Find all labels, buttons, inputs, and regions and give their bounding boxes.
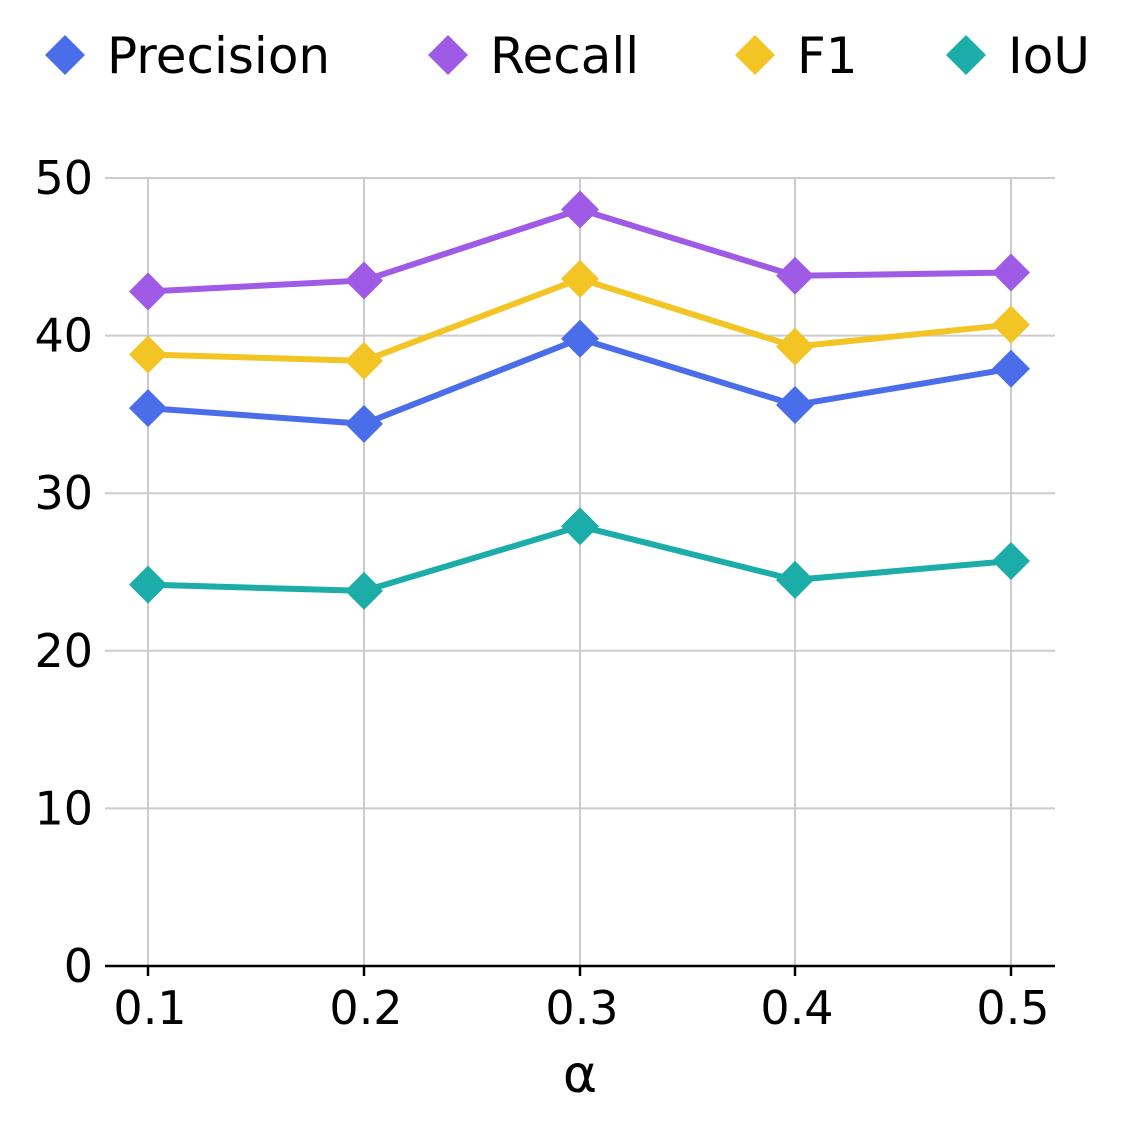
x-axis-ticks: 0.1 0.2 0.3 0.4 0.5	[113, 966, 1050, 1035]
legend-marker	[735, 35, 775, 75]
series-precision	[129, 319, 1030, 443]
data-point-marker	[129, 272, 167, 311]
legend-label: IoU	[1008, 27, 1090, 85]
x-tick-label: 0.4	[760, 981, 833, 1035]
data-point-marker	[992, 541, 1030, 580]
x-axis-label: α	[563, 1045, 597, 1105]
x-tick-label: 0.2	[329, 981, 402, 1035]
data-point-marker	[345, 341, 383, 380]
data-point-marker	[992, 253, 1030, 292]
legend-marker	[946, 35, 986, 75]
legend-label: Precision	[107, 27, 330, 85]
data-point-marker	[776, 560, 814, 599]
data-point-marker	[776, 385, 814, 424]
data-point-marker	[345, 571, 383, 610]
series-iou	[129, 507, 1030, 610]
series-group	[129, 190, 1030, 610]
legend-item-iou: IoU	[946, 27, 1090, 85]
y-axis-ticks: 0 10 20 30 40 50	[34, 151, 93, 993]
series-recall	[129, 190, 1030, 311]
legend-marker	[428, 35, 468, 75]
x-tick-label: 0.5	[976, 981, 1049, 1035]
data-point-marker	[561, 190, 599, 229]
data-point-marker	[129, 389, 167, 428]
legend-item-recall: Recall	[428, 27, 639, 85]
legend-label: F1	[797, 27, 858, 85]
data-point-marker	[992, 305, 1030, 344]
y-tick-label: 30	[34, 466, 93, 520]
y-tick-label: 20	[34, 624, 93, 678]
data-point-marker	[561, 319, 599, 358]
legend-marker	[45, 35, 85, 75]
x-tick-label: 0.1	[113, 981, 186, 1035]
x-tick-label: 0.3	[545, 981, 618, 1035]
legend-label: Recall	[490, 27, 639, 85]
y-tick-label: 50	[34, 151, 93, 205]
data-point-marker	[776, 327, 814, 366]
data-point-marker	[561, 259, 599, 298]
data-point-marker	[561, 507, 599, 546]
y-tick-label: 10	[34, 781, 93, 835]
legend-item-f1: F1	[735, 27, 858, 85]
y-tick-label: 40	[34, 309, 93, 363]
data-point-marker	[129, 335, 167, 374]
data-point-marker	[129, 565, 167, 604]
data-point-marker	[345, 261, 383, 300]
data-point-marker	[345, 404, 383, 443]
series-f1	[129, 259, 1030, 380]
legend: Precision Recall F1 IoU	[45, 27, 1090, 85]
data-point-marker	[776, 256, 814, 295]
y-tick-label: 0	[64, 939, 93, 993]
data-point-marker	[992, 349, 1030, 388]
legend-item-precision: Precision	[45, 27, 330, 85]
